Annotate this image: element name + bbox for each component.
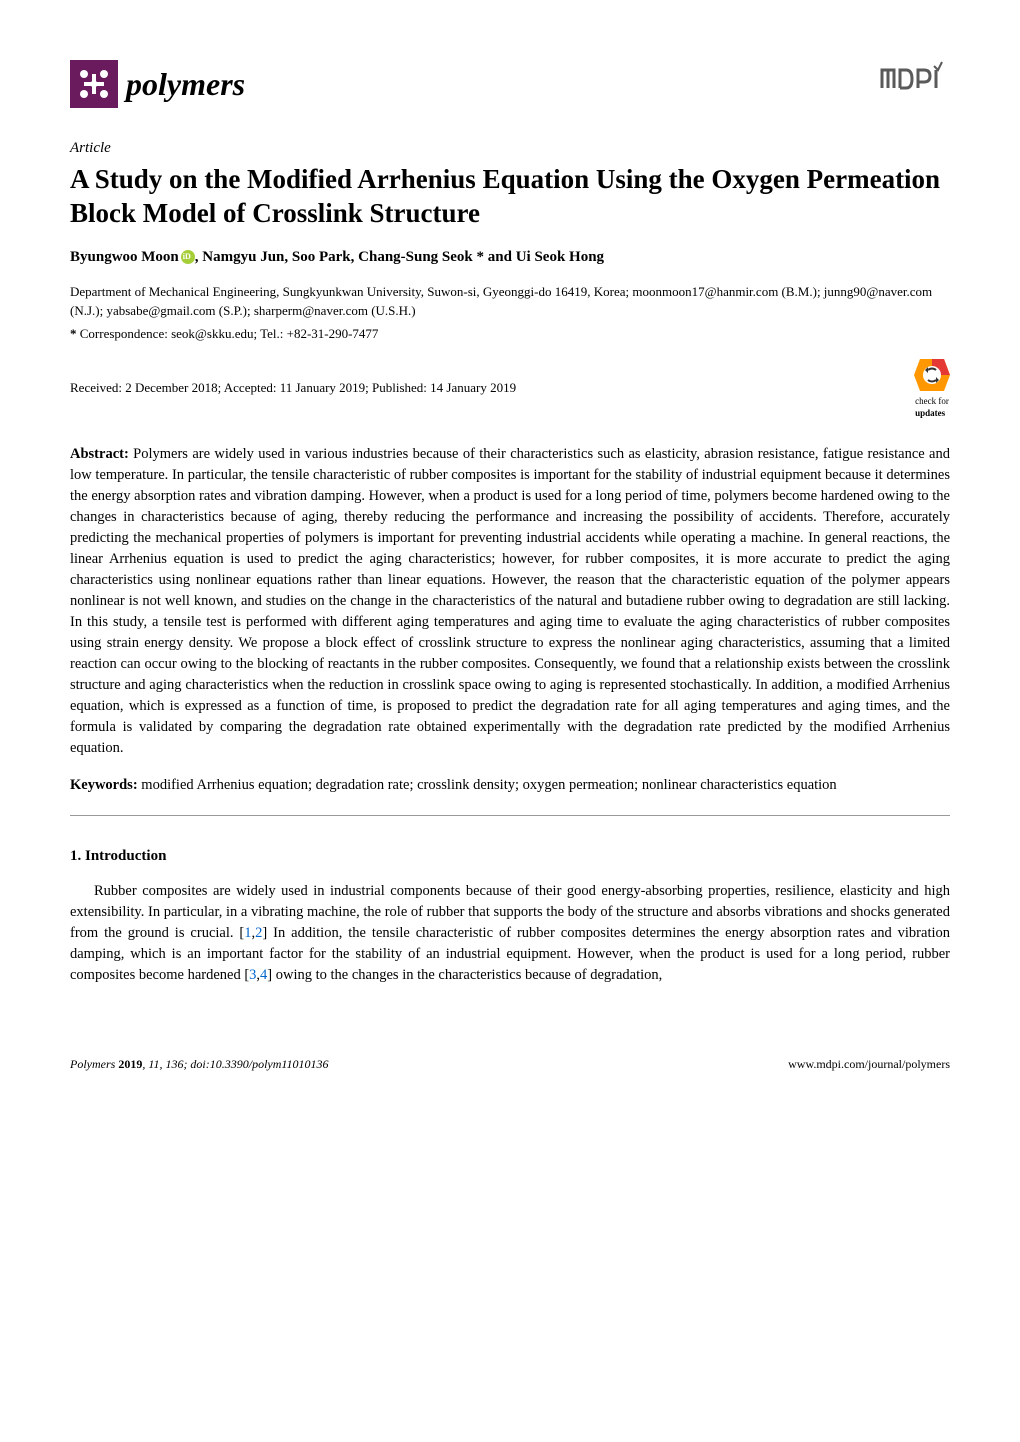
- dates-row: Received: 2 December 2018; Accepted: 11 …: [70, 357, 950, 420]
- publication-dates: Received: 2 December 2018; Accepted: 11 …: [70, 379, 516, 397]
- authors-rest: , Namgyu Jun, Soo Park, Chang-Sung Seok …: [195, 249, 604, 265]
- ref-link-1[interactable]: 1: [244, 925, 251, 941]
- intro-text-1c: ] owing to the changes in the characteri…: [267, 967, 662, 983]
- footer-url[interactable]: www.mdpi.com/journal/polymers: [788, 1056, 950, 1073]
- author-first: Byungwoo Moon: [70, 249, 179, 265]
- intro-paragraph-1: Rubber composites are widely used in ind…: [70, 881, 950, 986]
- article-type: Article: [70, 138, 950, 159]
- mdpi-logo-icon: [878, 60, 950, 96]
- updates-bold: updates: [915, 408, 945, 418]
- abstract-block: Abstract: Polymers are widely used in va…: [70, 444, 950, 759]
- journal-logo-block: polymers: [70, 60, 245, 108]
- check-for-label: check for: [915, 396, 949, 406]
- section-divider: [70, 815, 950, 816]
- footer-year: 2019: [118, 1057, 142, 1071]
- keywords-label: Keywords:: [70, 777, 138, 793]
- header-row: polymers: [70, 60, 950, 108]
- section-1-heading: 1. Introduction: [70, 846, 950, 867]
- correspondence-line: * Correspondence: seok@skku.edu; Tel.: +…: [70, 325, 950, 343]
- abstract-label: Abstract:: [70, 446, 129, 462]
- abstract-text: Polymers are widely used in various indu…: [70, 446, 950, 756]
- footer-journal: Polymers: [70, 1057, 115, 1071]
- article-title: A Study on the Modified Arrhenius Equati…: [70, 163, 950, 231]
- authors-line: Byungwoo Moon , Namgyu Jun, Soo Park, Cha…: [70, 247, 950, 268]
- polymers-logo-icon: [70, 60, 118, 108]
- affiliation-block: Department of Mechanical Engineering, Su…: [70, 282, 950, 321]
- check-for-updates-badge[interactable]: check for updates: [914, 357, 950, 420]
- footer-citation: Polymers 2019, 11, 136; doi:10.3390/poly…: [70, 1056, 329, 1073]
- page-footer: Polymers 2019, 11, 136; doi:10.3390/poly…: [70, 1056, 950, 1073]
- footer-volume-doi: , 11, 136; doi:10.3390/polym11010136: [142, 1057, 328, 1071]
- ref-link-3[interactable]: 3: [249, 967, 256, 983]
- keywords-text: modified Arrhenius equation; degradation…: [141, 777, 836, 793]
- keywords-block: Keywords: modified Arrhenius equation; d…: [70, 775, 950, 795]
- correspondence-star: *: [70, 326, 77, 341]
- correspondence-text: Correspondence: seok@skku.edu; Tel.: +82…: [80, 326, 379, 341]
- check-updates-icon: [914, 357, 950, 393]
- journal-name: polymers: [126, 62, 245, 107]
- check-updates-text: check for updates: [915, 395, 949, 420]
- orcid-icon: [181, 250, 195, 264]
